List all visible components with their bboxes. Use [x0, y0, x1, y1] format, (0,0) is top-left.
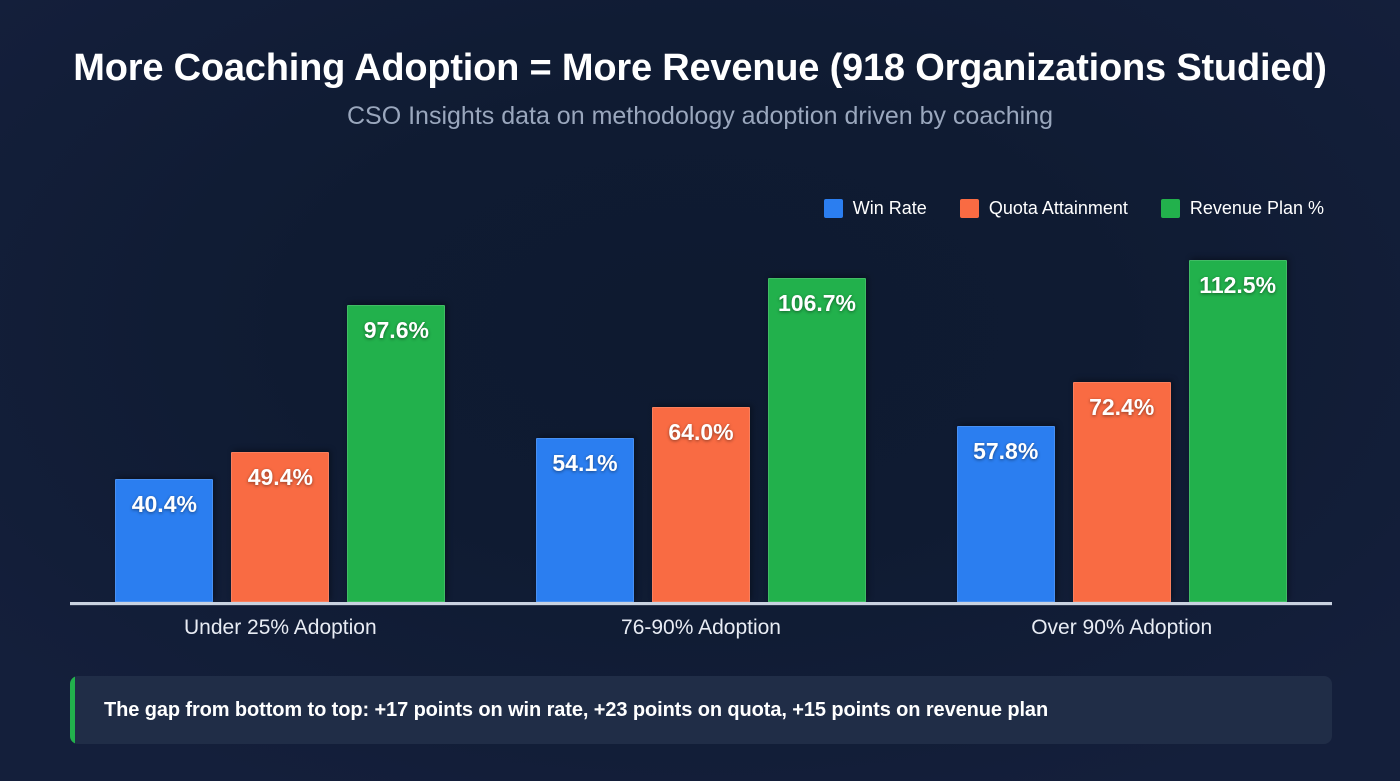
bar-group: 57.8% 72.4% 112.5%	[911, 244, 1332, 602]
legend-swatch-icon	[823, 199, 843, 218]
legend-swatch-icon	[959, 199, 979, 218]
legend-item[interactable]: Quota Attainment	[959, 198, 1128, 219]
bar[interactable]: 40.4%	[115, 479, 214, 602]
bar-group: 54.1% 64.0% 106.7%	[491, 244, 912, 602]
bar-value-label: 106.7%	[777, 289, 856, 316]
legend-swatch-icon	[1160, 199, 1180, 218]
bar[interactable]: 112.5%	[1188, 260, 1287, 602]
chart-header: More Coaching Adoption = More Revenue (9…	[0, 0, 1400, 131]
x-axis-line	[70, 602, 1332, 605]
summary-callout: The gap from bottom to top: +17 points o…	[70, 676, 1332, 744]
x-axis-tick-label: Over 90% Adoption	[1031, 616, 1213, 639]
bar[interactable]: 57.8%	[956, 426, 1055, 602]
bar-groups: 40.4% 49.4% 97.6% 54.1% 64.0% 106.7% 57.8% 72.4…	[70, 244, 1332, 602]
plot-area: 40.4% 49.4% 97.6% 54.1% 64.0% 106.7% 57.8% 72.4…	[70, 244, 1332, 605]
bar-value-label: 112.5%	[1199, 272, 1277, 298]
legend-item-label: Quota Attainment	[988, 198, 1128, 218]
bar-value-label: 54.1%	[552, 449, 618, 476]
x-axis-tick-label: Under 25% Adoption	[184, 616, 377, 639]
bar-value-label: 64.0%	[668, 419, 734, 446]
x-axis-tick-label: 76-90% Adoption	[621, 616, 781, 639]
callout-accent-bar	[70, 676, 75, 744]
page-subtitle: CSO Insights data on methodology adoptio…	[346, 102, 1053, 131]
callout-text: The gap from bottom to top: +17 points o…	[104, 698, 1049, 721]
legend-item[interactable]: Revenue Plan %	[1160, 198, 1324, 219]
bar[interactable]: 54.1%	[536, 437, 634, 602]
bar[interactable]: 64.0%	[652, 407, 750, 602]
bar-value-label: 40.4%	[131, 491, 197, 518]
chart-legend: Win Rate Quota Attainment Revenue Plan %	[823, 198, 1324, 219]
x-axis-tick-labels: Under 25% Adoption 76-90% Adoption Over 90…	[70, 616, 1332, 640]
bar-value-label: 49.4%	[247, 463, 313, 490]
bar-value-label: 97.6%	[363, 317, 429, 344]
legend-item-label: Win Rate	[852, 198, 927, 218]
page-title: More Coaching Adoption = More Revenue (9…	[73, 47, 1327, 89]
bar-value-label: 57.8%	[973, 438, 1039, 465]
legend-item-label: Revenue Plan %	[1189, 198, 1324, 218]
bar[interactable]: 72.4%	[1072, 381, 1171, 602]
bar[interactable]: 49.4%	[231, 451, 330, 602]
bar-group: 40.4% 49.4% 97.6%	[70, 244, 491, 602]
legend-item[interactable]: Win Rate	[823, 198, 927, 219]
bar-value-label: 72.4%	[1089, 393, 1155, 420]
bar[interactable]: 106.7%	[768, 277, 866, 602]
bar[interactable]: 97.6%	[347, 305, 446, 602]
